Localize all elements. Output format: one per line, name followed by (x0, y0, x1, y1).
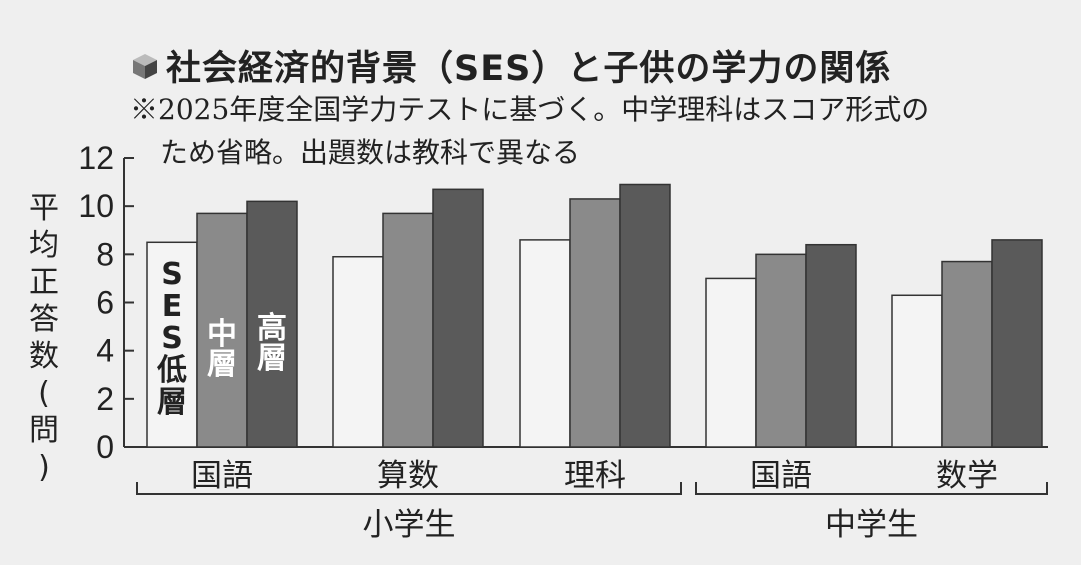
y-axis-label-char: 平 (29, 191, 59, 226)
title-row: 社会経済的背景（SES）と子供の学力の関係 (130, 40, 891, 91)
bar (805, 243, 857, 448)
y-axis-label-char: 答 (29, 302, 59, 337)
series-label-char: 高 (257, 311, 287, 346)
group-bracket (695, 482, 1048, 495)
y-axis-label-char: 正 (29, 265, 59, 300)
y-axis-label-char: 問 (29, 413, 59, 448)
series-label-char: E (162, 289, 183, 324)
y-axis-label-char: 数 (29, 339, 59, 374)
y-tick-label: 6 (96, 285, 114, 321)
bar (991, 239, 1043, 448)
bar (246, 200, 298, 448)
x-tick-label: 理科 (564, 458, 626, 494)
chart-note-line-1: ※2025年度全国学力テストに基づく。中学理科はスコア形式の (130, 93, 930, 126)
series-label-char: 層 (257, 341, 287, 376)
bar (432, 188, 484, 448)
series-label-char: 低 (156, 353, 187, 388)
y-tick-label: 10 (78, 188, 114, 224)
series-label-char: S (161, 257, 183, 292)
bar (891, 294, 943, 448)
bar (941, 260, 993, 448)
bar (519, 239, 571, 448)
series-label-char: 中 (207, 317, 237, 352)
y-axis-label-char: ) (38, 450, 50, 485)
x-tick-label: 国語 (191, 458, 253, 494)
bar (146, 241, 198, 448)
x-tick-label: 算数 (377, 458, 439, 494)
x-tick-label: 数学 (936, 458, 998, 494)
y-tick-label: 0 (96, 429, 114, 465)
group-label: 小学生 (363, 507, 456, 543)
series-label-char: S (161, 321, 183, 356)
y-axis-label: 平均正答数(問) (26, 190, 62, 486)
group-bracket (136, 482, 682, 495)
chart-note-line-2: ため省略。出題数は教科で異なる (160, 136, 581, 169)
y-tick-label: 12 (78, 140, 114, 176)
x-tick-label: 国語 (750, 458, 812, 494)
bar (569, 198, 621, 448)
y-tick-label: 8 (96, 236, 114, 272)
chart-title: 社会経済的背景（SES）と子供の学力の関係 (166, 49, 892, 89)
bar (332, 255, 384, 448)
cube-icon (133, 53, 157, 79)
series-label-char: 層 (157, 385, 187, 420)
bar (382, 212, 434, 448)
y-tick-label: 2 (96, 381, 114, 417)
bar (755, 253, 807, 448)
y-axis-label-char: ( (38, 376, 50, 411)
y-tick-label: 4 (96, 333, 114, 369)
y-axis-label-char: 均 (29, 228, 59, 263)
bar (619, 183, 671, 448)
bar (705, 277, 757, 448)
series-label-char: 層 (207, 347, 237, 382)
group-label: 中学生 (825, 507, 918, 543)
